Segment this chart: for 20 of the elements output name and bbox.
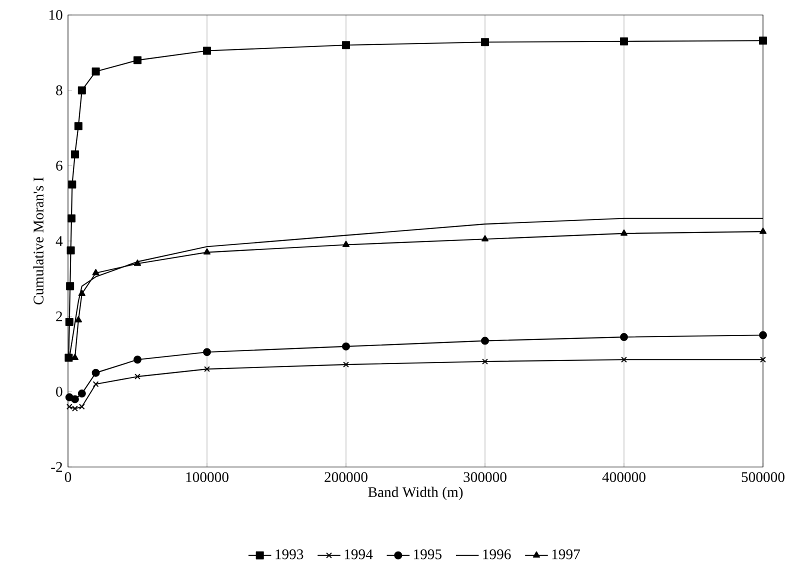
legend-label: 1993: [276, 549, 304, 560]
x-tick-label: 0: [64, 472, 72, 482]
legend-label: 1995: [414, 549, 442, 560]
x-tick-label: 500000: [742, 472, 784, 482]
y-tick-label: 0: [56, 386, 62, 397]
legend-label: 1997: [552, 549, 580, 560]
x-tick-label: 200000: [324, 472, 368, 482]
y-axis-title: Cumulative Moran's I: [33, 177, 44, 304]
x-tick-label: 100000: [186, 472, 228, 482]
x-tick-label: 300000: [464, 472, 506, 482]
y-tick-label: 10: [49, 10, 62, 20]
y-tick-label: -2: [51, 462, 62, 472]
legend-label: 1996: [483, 549, 511, 560]
y-tick-label: 4: [56, 236, 63, 246]
x-tick-label: 400000: [602, 472, 646, 482]
y-tick-label: 6: [56, 160, 62, 171]
legend-label: 1994: [344, 549, 373, 560]
y-tick-label: 8: [56, 85, 62, 96]
x-axis-title: Band Width (m): [368, 486, 463, 500]
y-tick-label: 2: [56, 311, 62, 322]
